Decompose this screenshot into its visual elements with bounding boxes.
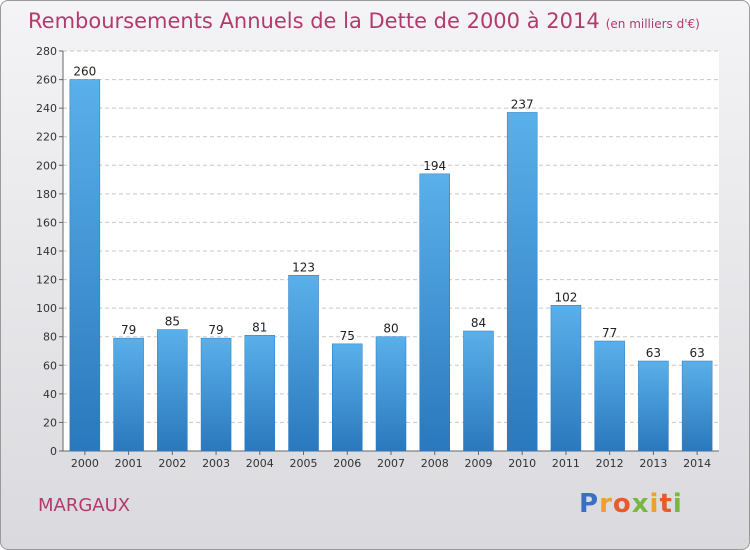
value-label-2008: 194 [423,159,446,173]
x-tick-label-2014: 2014 [683,457,711,470]
bar-2004 [244,335,276,452]
y-tick-label: 20 [43,416,57,429]
chart-title: Remboursements Annuels de la Dette de 20… [28,9,700,33]
value-label-2005: 123 [292,260,315,274]
logo-letter: i [672,489,683,519]
x-tick-label-2012: 2012 [596,457,624,470]
bar-2006 [332,343,363,452]
value-label-2010: 237 [511,97,534,111]
value-label-2003: 79 [208,323,223,337]
y-tick-label: 140 [36,245,57,258]
location-label: MARGAUX [38,495,131,516]
bar-2010 [506,112,538,452]
x-tick-label-2000: 2000 [71,457,99,470]
bar-2011 [550,305,582,452]
value-label-2002: 85 [165,315,180,329]
value-label-2011: 102 [554,290,577,304]
logo-letter: r [599,489,613,519]
y-tick-label: 0 [50,445,57,458]
x-tick-label-2010: 2010 [508,457,536,470]
bar-2007 [375,336,407,452]
y-tick-label: 280 [36,45,57,58]
logo-letter: x [631,489,650,519]
x-tick-label-2005: 2005 [290,457,318,470]
y-tick-label: 80 [43,331,57,344]
y-tick-label: 160 [36,216,57,229]
x-tick-label-2004: 2004 [246,457,274,470]
logo-letter: i [649,489,660,519]
y-tick-label: 120 [36,274,57,287]
x-tick-label-2002: 2002 [158,457,186,470]
value-label-2001: 79 [121,323,136,337]
bar-2009 [463,330,494,452]
bar-2005 [288,275,319,452]
y-tick-label: 60 [43,359,57,372]
logo-letter: t [659,489,673,519]
y-tick-label: 200 [36,159,57,172]
y-tick-label: 220 [36,131,57,144]
x-tick-label-2003: 2003 [202,457,230,470]
x-tick-label-2007: 2007 [377,457,405,470]
bar-2014 [681,360,713,452]
x-tick-label-2001: 2001 [115,457,143,470]
x-tick-label-2009: 2009 [464,457,492,470]
bar-2003 [200,337,232,452]
x-tick-label-2006: 2006 [333,457,361,470]
value-label-2007: 80 [383,322,398,336]
value-label-2014: 63 [689,346,704,360]
x-tick-label-2011: 2011 [552,457,580,470]
value-label-2006: 75 [340,329,355,343]
proxiti-logo: Proxiti [579,489,683,519]
chart-title-text: Remboursements Annuels de la Dette de 20… [28,9,600,33]
bar-2013 [638,360,669,452]
y-tick-label: 260 [36,74,57,87]
value-label-2000: 260 [73,65,96,79]
y-tick-label: 100 [36,302,57,315]
y-tick-label: 240 [36,102,57,115]
x-tick-label-2008: 2008 [421,457,449,470]
bar-2000 [69,79,101,452]
value-label-2013: 63 [646,346,661,360]
bar-2012 [594,340,625,452]
logo-letter: P [579,489,600,519]
chart-unit-note: (en milliers d'€) [605,17,700,31]
logo-letter: o [612,489,632,519]
bar-2008 [419,173,450,452]
y-tick-label: 40 [43,388,57,401]
y-tick-label: 180 [36,188,57,201]
value-label-2004: 81 [252,320,267,334]
bar-2001 [113,337,144,452]
value-label-2012: 77 [602,326,617,340]
value-label-2009: 84 [471,316,486,330]
x-tick-label-2013: 2013 [639,457,667,470]
bar-2002 [157,329,188,452]
